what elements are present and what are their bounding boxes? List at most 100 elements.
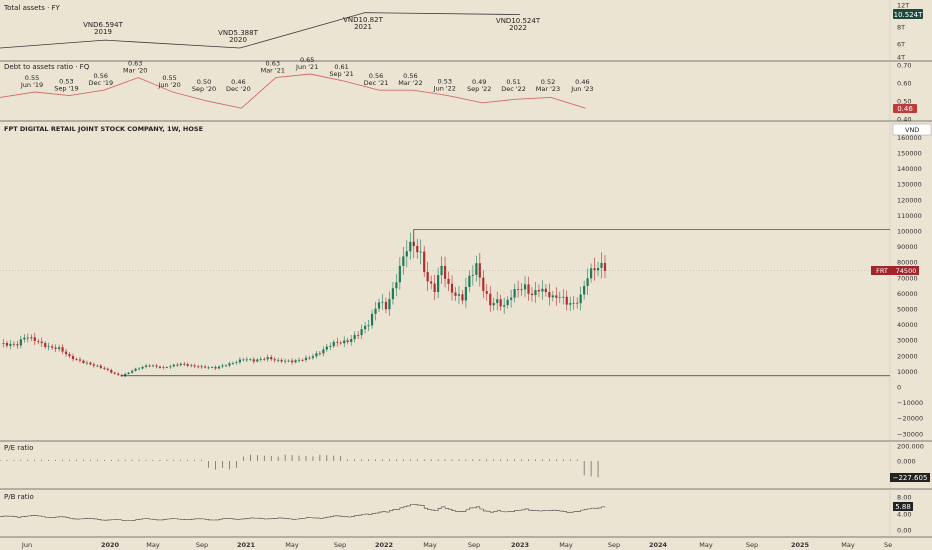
pe-axis-label: 200.000: [897, 443, 924, 451]
candle-body: [391, 288, 395, 300]
pb-axis-label: 0.00: [897, 527, 911, 535]
time-axis-label: May: [285, 541, 299, 549]
price-axis-label: 30000: [897, 337, 918, 345]
candle-body: [496, 299, 499, 304]
price-axis-label: 10000: [897, 368, 918, 376]
candle-body: [482, 277, 485, 292]
candle-body: [37, 340, 40, 342]
candle-body: [144, 365, 148, 367]
candle-body: [235, 362, 238, 364]
debt-ratio-value-label: 0.46: [231, 78, 245, 86]
candle-body: [5, 342, 9, 346]
candle-body: [89, 362, 92, 365]
candle-body: [569, 303, 572, 305]
debt-ratio-value-tag: 0.46: [897, 105, 913, 113]
candle-body: [457, 294, 461, 296]
candle-body: [461, 294, 464, 301]
candle-body: [388, 299, 391, 310]
candle-body: [304, 357, 308, 361]
price-axis-label: 130000: [897, 181, 922, 189]
price-axis-label: 70000: [897, 274, 918, 282]
debt-ratio-title: Debt to assets ratio · FQ: [4, 63, 90, 71]
candle-body: [530, 293, 534, 296]
price-tag: 74500: [896, 267, 917, 275]
candle-body: [249, 359, 252, 361]
total-assets-axis-label: 8T: [897, 24, 905, 32]
debt-ratio-quarter-label: Jun '22: [433, 85, 456, 93]
candle-body: [54, 347, 57, 349]
candle-body: [19, 339, 22, 346]
debt-ratio-value-label: 0.46: [575, 78, 589, 86]
candle-body: [603, 262, 607, 271]
candle-body: [520, 289, 523, 291]
price-axis: 160000 150000 140000 130000 120000 110000 1000…: [897, 134, 923, 438]
candle-body: [186, 364, 189, 366]
candle-body: [516, 289, 520, 290]
candle-body: [200, 366, 203, 368]
debt-ratio-value-label: 0.55: [162, 74, 176, 82]
candle-body: [565, 296, 568, 305]
candle-body: [548, 292, 551, 298]
time-axis-label: Sep: [334, 541, 346, 549]
candle-body: [221, 365, 224, 367]
candle-body: [183, 363, 186, 365]
debt-ratio-value-label: 0.63: [128, 60, 142, 68]
debt-ratio-value-tag-bg: [893, 104, 917, 113]
candle-body: [127, 372, 130, 374]
pe-ratio-value-tag: −227.605: [893, 474, 928, 482]
candle-body: [377, 302, 381, 309]
candle-body: [468, 275, 471, 287]
candle-body: [332, 341, 335, 347]
time-axis-label: May: [423, 541, 437, 549]
candle-body: [165, 367, 168, 369]
candle-body: [68, 354, 71, 357]
candle-body: [506, 299, 509, 306]
candle-body: [75, 359, 78, 360]
candle-body: [179, 363, 182, 366]
debt-ratio-quarter-label: Sep '21: [329, 70, 353, 78]
candle-body: [443, 265, 447, 279]
time-axis-label: 2021: [237, 541, 256, 549]
currency-button[interactable]: VND: [905, 126, 919, 134]
total-assets-axis-label: 12T: [897, 2, 909, 10]
candle-body: [217, 366, 221, 369]
time-axis: Jun 2020 May Sep 2021 May Sep 2022 May Sep 2023 May…: [21, 541, 892, 549]
candle-body: [308, 357, 311, 359]
debt-ratio-axis-label: 0.60: [897, 80, 911, 88]
candle-body: [450, 283, 454, 293]
candle-body: [256, 359, 259, 362]
candle-body: [485, 291, 488, 294]
total-assets-axis-label: 6T: [897, 41, 905, 49]
candle-body: [197, 366, 200, 368]
time-axis-label: May: [841, 541, 855, 549]
candle-body: [499, 299, 502, 307]
candle-body: [398, 265, 401, 283]
candle-body: [263, 358, 266, 360]
total-assets-value-tag-bg: [893, 9, 923, 19]
pb-ratio-line: [0, 504, 606, 521]
candle-body: [207, 367, 210, 369]
candle-body: [541, 288, 544, 292]
price-axis-label: 110000: [897, 212, 922, 220]
debt-ratio-value-label: 0.52: [541, 78, 555, 86]
pb-ratio-axis: 8.00 4.00 0.00: [897, 494, 911, 535]
currency-button-bg[interactable]: [892, 123, 932, 136]
pb-ratio-value-tag: 5.88: [895, 503, 911, 511]
candle-body: [537, 290, 541, 292]
candle-body: [113, 372, 116, 374]
debt-ratio-quarter-label: Jun '20: [157, 81, 180, 89]
price-axis-label: 120000: [897, 196, 922, 204]
candle-body: [440, 265, 443, 276]
debt-ratio-value-label: 0.56: [369, 72, 383, 80]
candle-body: [562, 296, 565, 298]
price-axis-label: 80000: [897, 259, 918, 267]
time-axis-label: Sep: [468, 541, 480, 549]
candle-body: [405, 251, 408, 257]
candle-body: [492, 303, 495, 306]
candle-body: [266, 357, 269, 360]
pe-ratio-panel: P/E ratio 200.000 0.000 −227.605: [0, 443, 930, 482]
candle-body: [419, 251, 422, 253]
debt-ratio-quarter-label: Mar '21: [261, 67, 285, 75]
